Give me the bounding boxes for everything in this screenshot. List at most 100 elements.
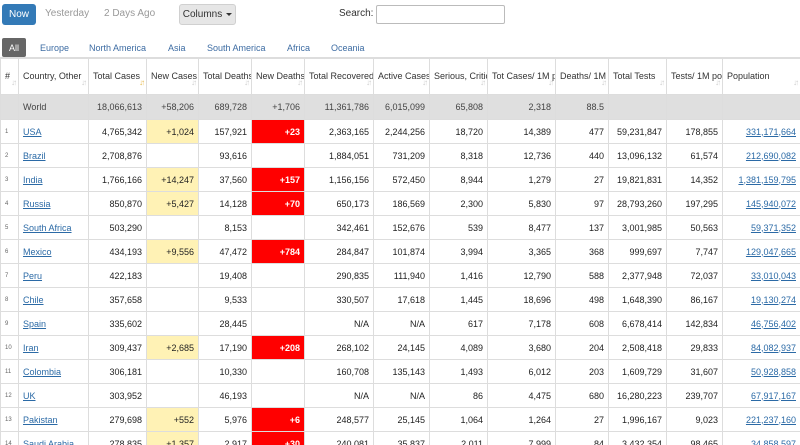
col-total-recovered-cell: 342,461 xyxy=(304,215,374,240)
sort-icon: ↓↑ xyxy=(366,78,372,87)
country-link[interactable]: Iran xyxy=(23,342,39,353)
table-body: World 18,066,613 +58,206 689,728 +1,706 11,36… xyxy=(0,94,800,445)
col-index-header[interactable]: # ↓↑ xyxy=(0,58,19,95)
col-new-cases-cell xyxy=(146,215,199,240)
table-row: 1 USA 4,765,342 +1,024 157,921 +23 2,363,165 2,… xyxy=(0,119,800,144)
tab-south-america[interactable]: South America xyxy=(207,42,266,53)
population-link[interactable]: 19,130,274 xyxy=(750,294,796,305)
two-days-ago-link[interactable]: 2 Days Ago xyxy=(104,8,156,19)
search-input[interactable] xyxy=(376,5,505,24)
population-link[interactable]: 1,381,159,795 xyxy=(738,174,796,185)
col-total-deaths-cell: 157,921 xyxy=(198,119,252,144)
tab-europe[interactable]: Europe xyxy=(40,42,70,53)
col-total-recovered-cell: 2,363,165 xyxy=(304,119,374,144)
col-cases-per-1m-cell: 3,365 xyxy=(487,239,556,264)
col-new-deaths-cell xyxy=(251,143,305,168)
population-link[interactable]: 46,756,402 xyxy=(750,318,796,329)
country-link[interactable]: Chile xyxy=(23,294,44,305)
col-country-cell: Saudi Arabia xyxy=(18,431,89,445)
col-cases-per-1m-cell: 6,012 xyxy=(487,359,556,384)
col-active-cases-header[interactable]: Active Cases ↓↑ xyxy=(373,58,430,95)
country-link[interactable]: Mexico xyxy=(23,246,52,257)
col-cases-per-1m-cell: 8,477 xyxy=(487,215,556,240)
country-link[interactable]: USA xyxy=(23,126,42,137)
sort-icon: ↓↑ xyxy=(548,78,554,87)
col-serious-critical-header[interactable]: Serious, Critical↓↑ xyxy=(429,58,488,95)
col-country-cell: USA xyxy=(18,119,89,144)
tab-north-america[interactable]: North America xyxy=(89,42,147,53)
country-link[interactable]: Pakistan xyxy=(23,414,58,425)
col-new-cases-cell: +1,024 xyxy=(146,119,199,144)
col-population-cell: 19,130,274 xyxy=(722,287,800,312)
population-link[interactable]: 67,917,167 xyxy=(750,390,796,401)
population-link[interactable]: 221,237,160 xyxy=(745,414,796,425)
col-new-cases-cell: +14,247 xyxy=(146,167,199,192)
col-total-deaths-cell: 2,917 xyxy=(198,431,252,445)
col-total-deaths-header[interactable]: Total Deaths ↓↑ xyxy=(198,58,252,95)
col-population-cell: 50,928,858 xyxy=(722,359,800,384)
population-link[interactable]: 331,171,664 xyxy=(745,126,796,137)
col-total-cases-cell: 4,765,342 xyxy=(88,119,147,144)
population-link[interactable]: 34,858,597 xyxy=(750,438,796,445)
population-link[interactable]: 212,690,082 xyxy=(745,150,796,161)
col-index-cell: 10 xyxy=(0,335,19,360)
tab-oceania[interactable]: Oceania xyxy=(331,42,365,53)
col-deaths-per-1m-cell: 27 xyxy=(555,407,609,432)
col-total-recovered-header[interactable]: Total Recovered ↓↑ xyxy=(304,58,374,95)
col-new-cases-cell xyxy=(146,311,199,336)
table-row: 6 Mexico 434,193 +9,556 47,472 +784 284,847 101… xyxy=(0,239,800,264)
col-total-recovered-cell: 290,835 xyxy=(304,263,374,288)
col-serious-critical-cell: 4,089 xyxy=(429,335,488,360)
col-total-cases-cell: 434,193 xyxy=(88,239,147,264)
country-link[interactable]: UK xyxy=(23,390,36,401)
col-deaths-per-1m-cell: 588 xyxy=(555,263,609,288)
col-total-cases-header[interactable]: Total Cases ↓↑ xyxy=(88,58,147,95)
yesterday-link[interactable]: Yesterday xyxy=(45,8,90,19)
tab-asia[interactable]: Asia xyxy=(168,42,186,53)
col-tests-per-1m-cell: 142,834 xyxy=(666,311,723,336)
country-link[interactable]: Russia xyxy=(23,198,51,209)
col-tests-per-1m-header[interactable]: Tests/ 1M pop ↓↑ xyxy=(666,58,723,95)
col-new-deaths-header[interactable]: New Deaths ↓↑ xyxy=(251,58,305,95)
col-cases-per-1m-header[interactable]: Tot Cases/ 1M pop↓↑ xyxy=(487,58,556,95)
col-population-header[interactable]: Population ↓↑ xyxy=(722,58,800,95)
caret-down-icon xyxy=(226,13,233,16)
col-index-cell: 6 xyxy=(0,239,19,264)
col-deaths-per-1m-header[interactable]: Deaths/ 1M pop↓↑ xyxy=(555,58,609,95)
country-link[interactable]: Saudi Arabia xyxy=(23,438,75,445)
country-link[interactable]: Colombia xyxy=(23,366,62,377)
now-button[interactable]: Now xyxy=(2,4,36,25)
col-population-cell: 129,047,665 xyxy=(722,239,800,264)
col-country-cell: Spain xyxy=(18,311,89,336)
population-link[interactable]: 145,940,072 xyxy=(745,198,796,209)
col-index-cell: 9 xyxy=(0,311,19,336)
col-new-cases-header[interactable]: New Cases ↓↑ xyxy=(146,58,199,95)
col-country-header[interactable]: Country, Other ↓↑ xyxy=(18,58,89,95)
population-link[interactable]: 50,928,858 xyxy=(750,366,796,377)
col-new-cases-cell xyxy=(146,287,199,312)
col-total-tests-cell xyxy=(608,94,667,120)
covid-table-container: # ↓↑ Country, Other ↓↑ Total Cases ↓↑ New Case… xyxy=(0,57,800,445)
tab-all[interactable]: All xyxy=(2,38,26,57)
table-row: 14 Saudi Arabia 278,835 +1,357 2,917 +30 240,0… xyxy=(0,431,800,445)
col-serious-critical-cell: 1,493 xyxy=(429,359,488,384)
tab-africa[interactable]: Africa xyxy=(287,42,311,53)
sort-icon: ↓↑ xyxy=(422,78,428,87)
country-link[interactable]: South Africa xyxy=(23,222,72,233)
population-link[interactable]: 129,047,665 xyxy=(745,246,796,257)
population-link[interactable]: 84,082,937 xyxy=(750,342,796,353)
col-serious-critical-cell: 617 xyxy=(429,311,488,336)
col-population-cell: 34,858,597 xyxy=(722,431,800,445)
population-link[interactable]: 33,010,043 xyxy=(750,270,796,281)
country-link[interactable]: India xyxy=(23,174,43,185)
col-country-cell: Colombia xyxy=(18,359,89,384)
country-link[interactable]: Peru xyxy=(23,270,43,281)
population-link[interactable]: 59,371,352 xyxy=(750,222,796,233)
country-link[interactable]: Spain xyxy=(23,318,47,329)
col-total-tests-header[interactable]: Total Tests ↓↑ xyxy=(608,58,667,95)
col-new-deaths-cell: +23 xyxy=(251,119,305,144)
columns-dropdown-button[interactable]: Columns xyxy=(179,4,236,25)
country-link[interactable]: Brazil xyxy=(23,150,46,161)
table-row: 3 India 1,766,166 +14,247 37,560 +157 1,156,15… xyxy=(0,167,800,192)
col-deaths-per-1m-cell: 88.5 xyxy=(555,94,609,120)
